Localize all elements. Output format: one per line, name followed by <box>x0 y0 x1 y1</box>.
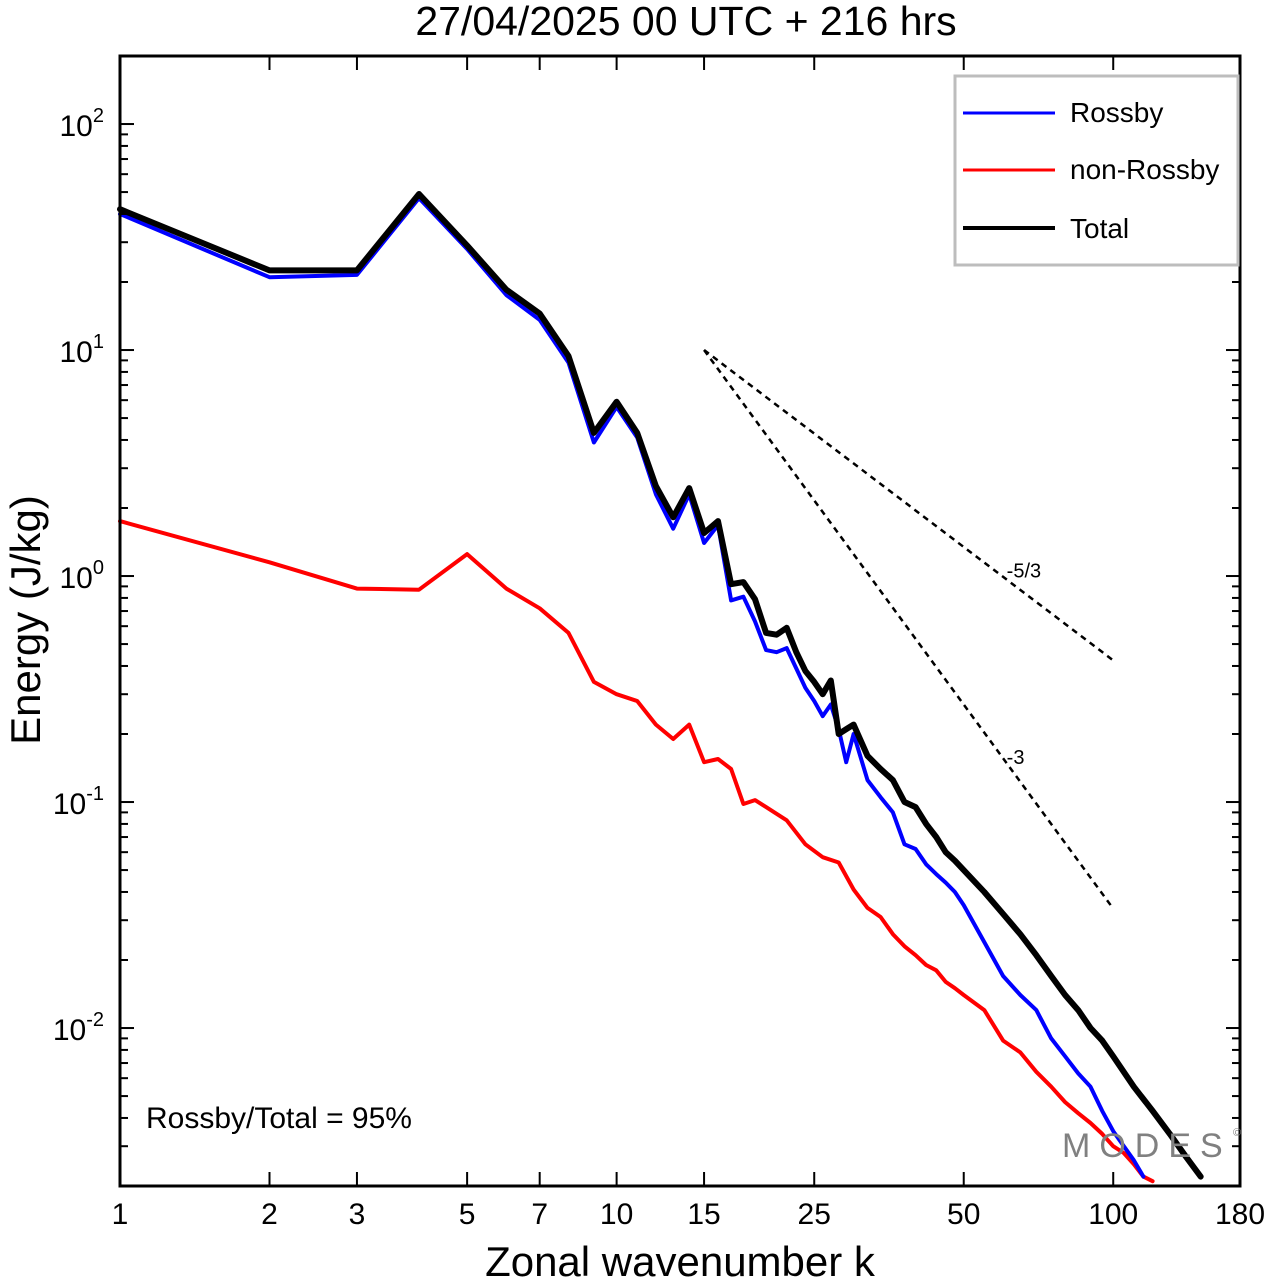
y-axis-label: Energy (J/kg) <box>2 495 49 745</box>
reference-slope-lines: -5/3 -3 <box>703 349 1115 910</box>
y-tick-label: 102 <box>60 105 105 143</box>
series-line-rossby <box>118 196 1146 1179</box>
reference-line-minus-3 <box>703 349 1115 910</box>
legend-box <box>953 74 1240 267</box>
rossby-ratio-annotation: Rossby/Total = 95% <box>146 1102 412 1135</box>
x-tick-label: 50 <box>947 1198 980 1231</box>
reference-line-minus-5-3 <box>703 349 1114 662</box>
watermark-logo: MODES © <box>1062 1127 1241 1165</box>
reference-label-minus-3: -3 <box>1007 747 1025 769</box>
x-tick-label: 7 <box>531 1198 548 1231</box>
legend-label-non-rossby: non-Rossby <box>1070 154 1219 185</box>
x-tick-label: 5 <box>459 1198 476 1231</box>
x-tick-label: 25 <box>798 1198 831 1231</box>
legend-label-rossby: Rossby <box>1070 97 1163 128</box>
y-tick-label: 10-2 <box>53 1009 104 1047</box>
x-tick-label: 2 <box>261 1198 278 1231</box>
legend: Rossby non-Rossby Total <box>953 74 1240 267</box>
chart-title: 27/04/2025 00 UTC + 216 hrs <box>415 0 956 44</box>
x-tick-label: 180 <box>1215 1198 1265 1231</box>
x-axis-label: Zonal wavenumber k <box>485 1238 876 1281</box>
x-axis-ticks: 1 2 3 5 7 10 15 25 50 100 180 <box>112 56 1265 1231</box>
x-tick-label: 100 <box>1088 1198 1138 1231</box>
watermark-text: MODES <box>1062 1127 1232 1165</box>
y-tick-label: 10-1 <box>53 783 104 821</box>
copyright-mark: © <box>1233 1127 1241 1139</box>
x-tick-label: 1 <box>112 1198 129 1231</box>
y-tick-label: 101 <box>60 331 105 369</box>
legend-label-total: Total <box>1070 213 1129 244</box>
reference-label-minus-5-3: -5/3 <box>1007 560 1041 582</box>
x-tick-label: 3 <box>349 1198 366 1231</box>
series-line-total <box>117 191 1204 1180</box>
series-line-non-rossby <box>118 519 1155 1184</box>
y-tick-label: 100 <box>60 557 105 595</box>
x-tick-label: 15 <box>687 1198 720 1231</box>
series-layer <box>117 191 1204 1184</box>
plot-frame <box>118 54 1242 1188</box>
x-tick-label: 10 <box>600 1198 633 1231</box>
